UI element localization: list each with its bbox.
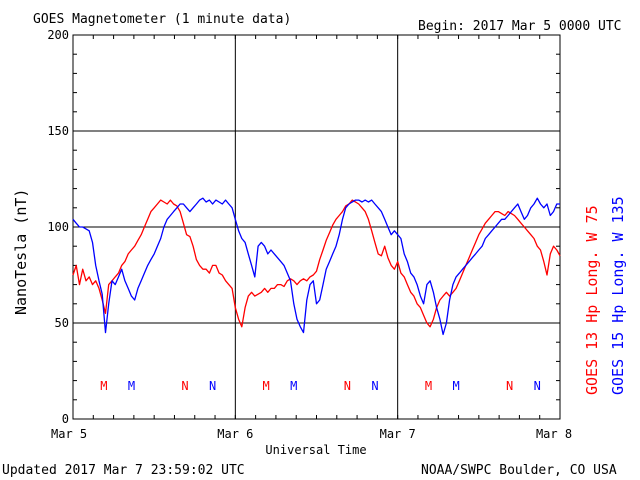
chart-title: GOES Magnetometer (1 minute data) — [33, 12, 291, 27]
y-tick-label: 200 — [47, 28, 69, 42]
marker-n: N — [344, 379, 351, 393]
series-group — [72, 197, 561, 336]
y-tick-label: 100 — [47, 220, 69, 234]
legend-goes13: GOES 13 Hp Long. W 75 — [583, 205, 601, 395]
x-axis-label: Universal Time — [265, 443, 366, 457]
marker-n: N — [371, 379, 378, 393]
series-goes13-line — [72, 199, 561, 328]
x-tick-label: Mar 6 — [217, 427, 253, 441]
x-tick-label: Mar 8 — [536, 427, 572, 441]
marker-n: N — [209, 379, 216, 393]
y-axis-label: NanoTesla (nT) — [12, 189, 30, 315]
x-axis-ticks: Mar 5 Mar 6 Mar 7 Mar 8 — [51, 35, 572, 441]
marker-n: N — [534, 379, 541, 393]
marker-n: N — [181, 379, 188, 393]
x-tick-label: Mar 7 — [380, 427, 416, 441]
marker-m: M — [425, 379, 432, 393]
marker-m: M — [452, 379, 459, 393]
x-tick-label: Mar 5 — [51, 427, 87, 441]
y-tick-label: 150 — [47, 124, 69, 138]
credit-text: NOAA/SWPC Boulder, CO USA — [421, 463, 617, 478]
marker-m: M — [290, 379, 297, 393]
y-axis-ticks: 0 50 100 150 200 — [47, 28, 560, 426]
y-tick-label: 50 — [55, 316, 69, 330]
series-goes15-line — [72, 197, 560, 336]
marker-m: M — [100, 379, 107, 393]
legend-goes15: GOES 15 Hp Long. W 135 — [609, 196, 627, 395]
updated-time: Updated 2017 Mar 7 23:59:02 UTC — [2, 463, 245, 478]
grid — [73, 35, 560, 419]
marker-n: N — [506, 379, 513, 393]
marker-m: M — [128, 379, 135, 393]
marker-m: M — [263, 379, 270, 393]
begin-time: Begin: 2017 Mar 5 0000 UTC — [418, 19, 622, 34]
y-tick-label: 0 — [62, 412, 69, 426]
